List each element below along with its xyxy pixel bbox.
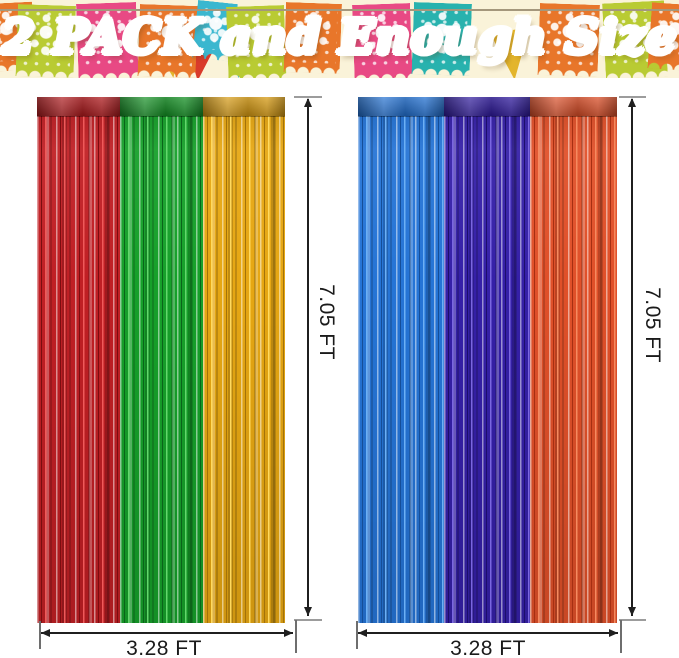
height-dimension-line-left <box>307 99 309 616</box>
width-dimension-line-left <box>41 632 293 634</box>
height-label-left: 7.05 FT <box>315 284 338 360</box>
width-ext-right-right <box>620 620 622 653</box>
arrow-right-icon <box>284 629 293 637</box>
width-ext-left-left <box>39 621 41 649</box>
promo-banner: 2 PACK and Enough Size <box>0 0 679 78</box>
arrow-right-icon <box>609 629 618 637</box>
height-bottom-tick-right <box>619 619 646 621</box>
height-top-tick-left <box>294 96 322 98</box>
width-ext-left-right <box>356 621 358 649</box>
curtain-right <box>358 97 617 623</box>
width-label-right: 3.28 FT <box>450 637 526 658</box>
height-label-right: 7.05 FT <box>641 287 664 363</box>
arrow-up-icon <box>628 98 636 107</box>
banner-title: 2 PACK and Enough Size <box>0 6 679 70</box>
stripe-purple <box>444 97 530 623</box>
arrow-left-icon <box>41 629 50 637</box>
width-label-left: 3.28 FT <box>126 637 202 658</box>
stripe-red <box>37 97 120 623</box>
stripe-blue <box>358 97 444 623</box>
arrow-down-icon <box>628 607 636 616</box>
arrow-down-icon <box>304 607 312 616</box>
width-dimension-line-right <box>358 632 618 634</box>
curtain-left <box>37 97 285 623</box>
width-ext-right-left <box>295 620 297 653</box>
height-bottom-tick-left <box>294 619 322 621</box>
stripe-orange <box>530 97 617 623</box>
height-top-tick-right <box>619 96 646 98</box>
garland-string <box>0 9 679 11</box>
arrow-up-icon <box>304 98 312 107</box>
arrow-left-icon <box>358 629 367 637</box>
height-dimension-line-right <box>631 99 633 616</box>
stripe-green <box>120 97 203 623</box>
stripe-gold <box>203 97 285 623</box>
